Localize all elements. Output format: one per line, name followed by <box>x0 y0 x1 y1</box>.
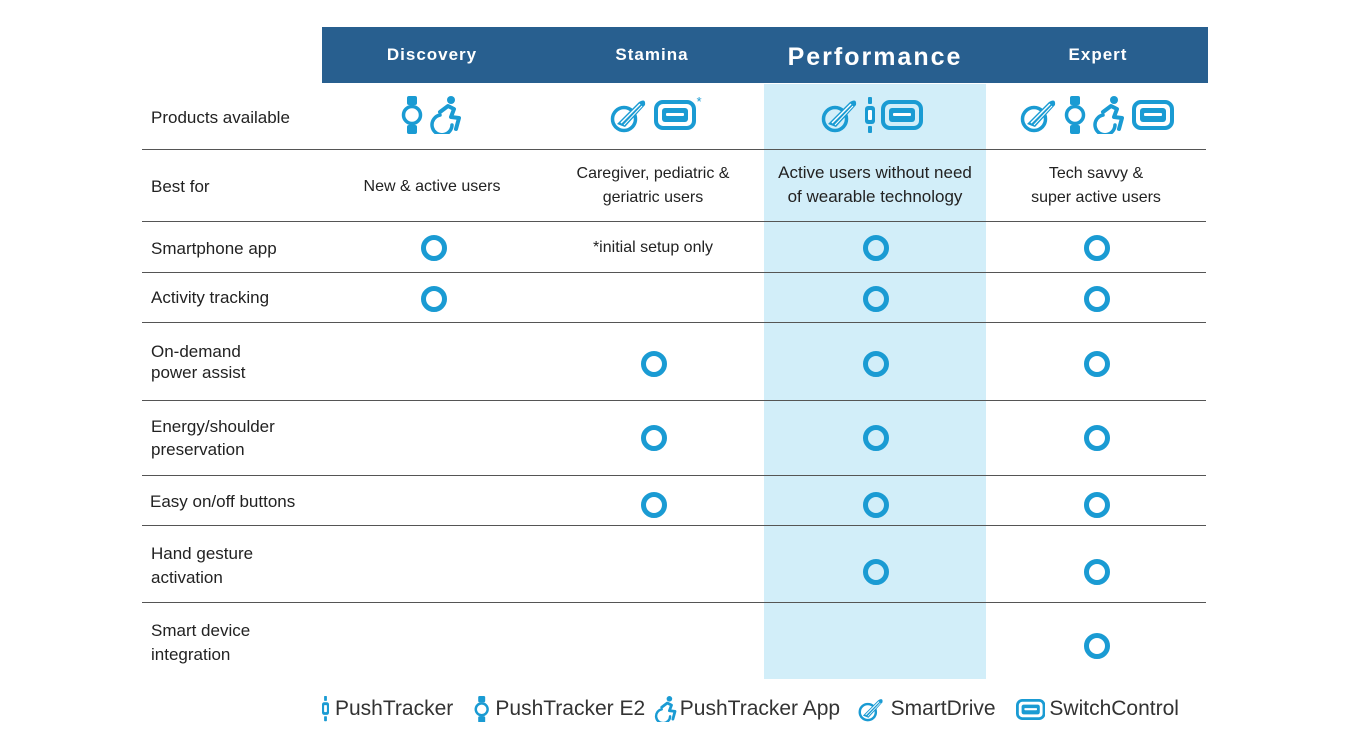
stamina-setup-note: *initial setup only <box>592 239 714 256</box>
feature-check-gesture-expert <box>1084 559 1110 585</box>
smartdrive-icon <box>610 96 648 139</box>
feature-check-smartphone-performance <box>863 235 889 261</box>
switchcontrol-icon <box>654 100 696 135</box>
legend-pushtracker-app: PushTracker App <box>654 694 841 725</box>
best-for-line: Active users without need <box>778 163 972 182</box>
feature-check-smartphone-discovery <box>421 235 447 261</box>
feature-check-gesture-performance <box>863 559 889 585</box>
row-label-on-demand: On-demand power assist <box>151 341 245 383</box>
feature-check-activity-performance <box>863 286 889 312</box>
row-label-line: Energy/shoulder <box>151 417 275 436</box>
row-divider <box>142 221 1206 222</box>
row-divider <box>142 475 1206 476</box>
row-divider <box>142 525 1206 526</box>
row-label-line: activation <box>151 568 223 587</box>
feature-check-buttons-performance <box>863 492 889 518</box>
row-label-energy: Energy/shoulder preservation <box>151 415 275 461</box>
pushtracker-e2-icon <box>474 695 489 723</box>
row-divider <box>142 322 1206 323</box>
pushtracker-e2-icon <box>401 96 423 139</box>
pushtracker-app-icon <box>654 695 678 725</box>
feature-check-activity-discovery <box>421 286 447 312</box>
best-for-line: Caregiver, pediatric & <box>576 165 730 182</box>
header-expert: Expert <box>1068 45 1128 64</box>
row-label-line: power assist <box>151 363 246 382</box>
feature-check-on-demand-performance <box>863 351 889 377</box>
row-label-line: Smart device <box>151 621 251 640</box>
stamina-products-asterisk: * <box>696 94 702 109</box>
legend-label: PushTracker E2 <box>495 697 646 720</box>
plan-header-bar <box>322 27 1208 83</box>
row-label-line: Hand gesture <box>151 544 254 563</box>
best-for-line: geriatric users <box>602 189 704 206</box>
legend-label: SwitchControl <box>1049 697 1179 720</box>
best-for-stamina: Caregiver, pediatric & geriatric users <box>542 162 764 210</box>
header-stamina: Stamina <box>615 45 689 64</box>
row-divider <box>142 272 1206 273</box>
switchcontrol-icon <box>1016 698 1046 720</box>
feature-check-on-demand-expert <box>1084 351 1110 377</box>
feature-check-smartphone-expert <box>1084 235 1110 261</box>
switchcontrol-icon <box>881 100 923 135</box>
pushtracker-app-icon <box>1092 96 1126 139</box>
row-label-smartphone-app: Smartphone app <box>151 239 277 258</box>
row-label-products-available: Products available <box>151 108 290 127</box>
feature-check-activity-expert <box>1084 286 1110 312</box>
smartdrive-icon <box>858 696 885 723</box>
row-label-line: preservation <box>151 440 245 459</box>
feature-check-energy-performance <box>863 425 889 451</box>
best-for-line: of wearable technology <box>787 187 963 206</box>
row-label-activity-tracking: Activity tracking <box>151 288 270 307</box>
best-for-discovery: New & active users <box>363 178 501 195</box>
legend-label: PushTracker App <box>679 697 841 720</box>
best-for-expert: Tech savvy & super active users <box>986 162 1206 210</box>
row-label-smart-device: Smart device integration <box>151 619 250 667</box>
pushtracker-e2-icon <box>1064 96 1086 139</box>
feature-check-on-demand-stamina <box>641 351 667 377</box>
best-for-line: super active users <box>1031 189 1161 206</box>
header-discovery: Discovery <box>386 45 478 64</box>
best-for-performance: Active users without need of wearable te… <box>764 161 986 209</box>
feature-check-smart-device-expert <box>1084 633 1110 659</box>
feature-check-buttons-stamina <box>641 492 667 518</box>
pushtracker-icon <box>865 97 875 138</box>
row-label-easy-buttons: Easy on/off buttons <box>150 492 296 511</box>
feature-check-energy-stamina <box>641 425 667 451</box>
pushtracker-icon <box>322 696 329 722</box>
smartdrive-icon <box>1020 96 1058 139</box>
legend-label: PushTracker <box>335 697 454 720</box>
feature-check-energy-expert <box>1084 425 1110 451</box>
pushtracker-app-icon <box>429 96 463 139</box>
legend-pushtracker-e2: PushTracker E2 <box>474 694 645 724</box>
row-divider <box>142 400 1206 401</box>
row-label-hand-gesture: Hand gesture activation <box>151 542 253 590</box>
row-divider <box>142 149 1206 150</box>
best-for-line: Tech savvy & <box>1048 165 1144 182</box>
legend-smartdrive: SmartDrive <box>858 694 996 724</box>
header-performance: Performance <box>787 42 963 71</box>
row-divider <box>142 602 1206 603</box>
row-label-line: integration <box>151 645 231 664</box>
row-label-best-for: Best for <box>151 177 210 196</box>
legend-switchcontrol: SwitchControl <box>1016 694 1179 724</box>
smartdrive-icon <box>821 96 859 139</box>
feature-check-buttons-expert <box>1084 492 1110 518</box>
switchcontrol-icon <box>1132 100 1174 135</box>
legend-pushtracker: PushTracker <box>322 694 453 724</box>
legend-label: SmartDrive <box>890 697 996 720</box>
row-label-line: On-demand <box>151 342 241 361</box>
